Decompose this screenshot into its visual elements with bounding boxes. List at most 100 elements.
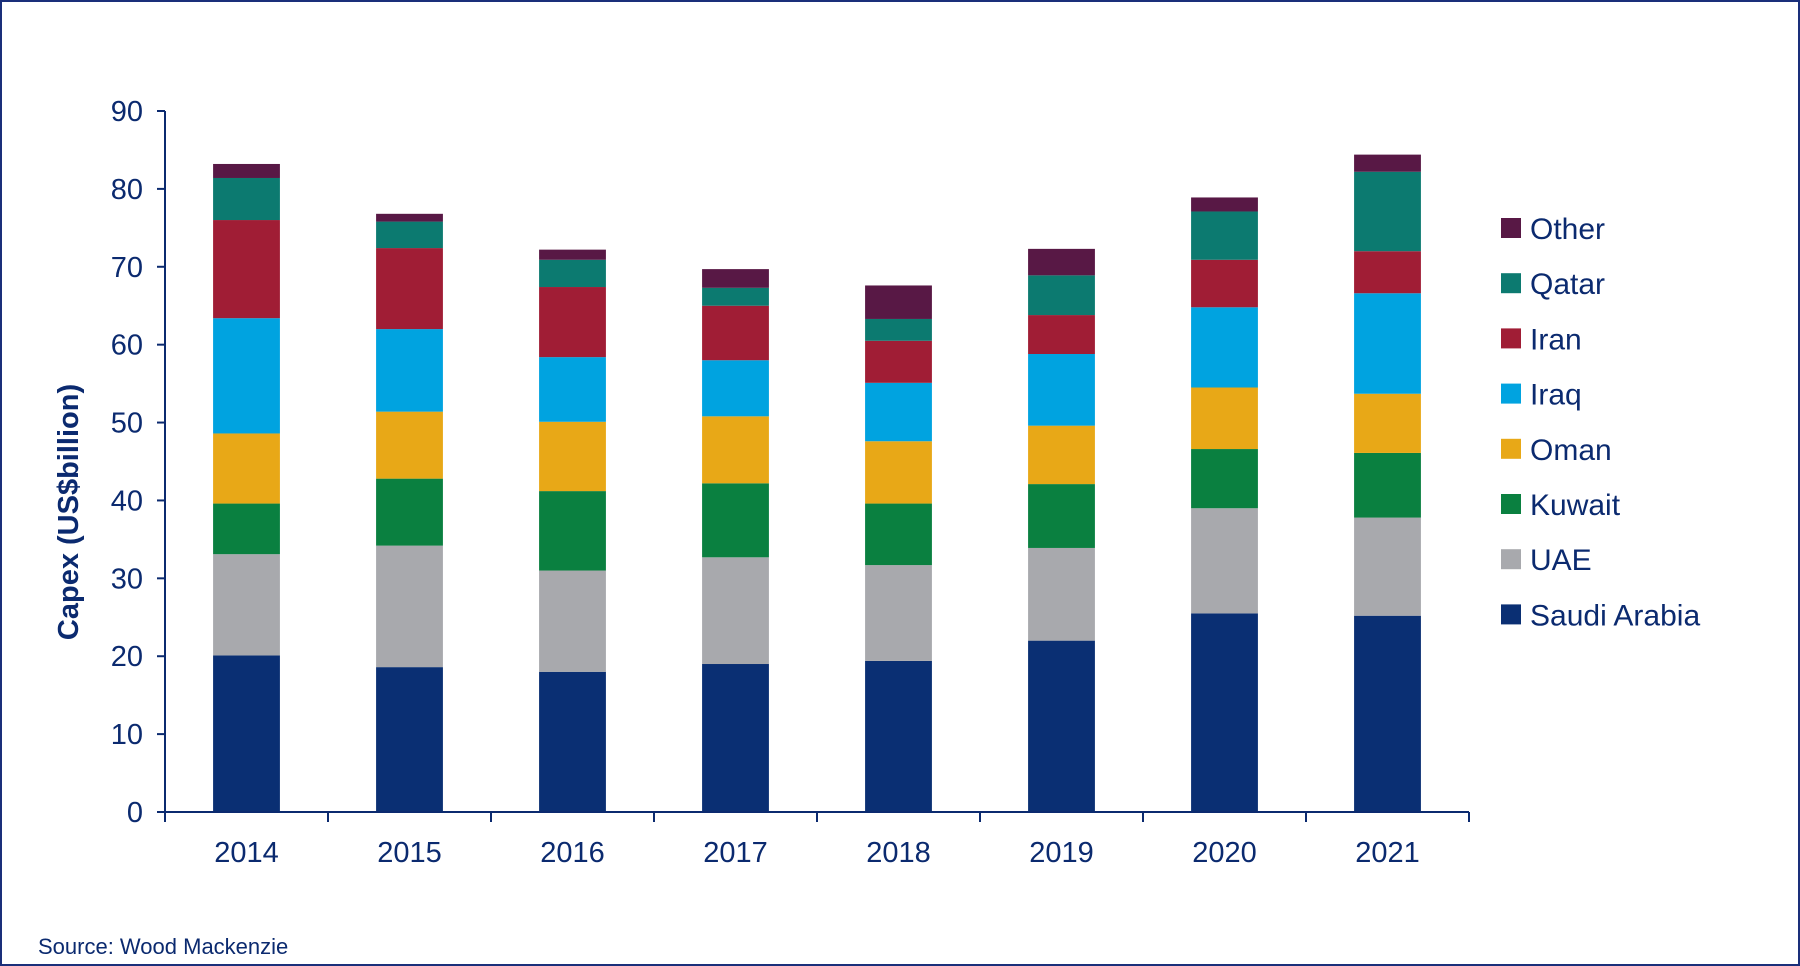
- x-tick-label: 2017: [703, 837, 768, 869]
- bar-uae-2021: [1354, 517, 1421, 616]
- x-tick-label: 2016: [540, 837, 605, 869]
- legend-swatch-oman: [1501, 438, 1521, 459]
- bar-iraq-2017: [702, 360, 769, 417]
- legend-label-oman: Oman: [1530, 434, 1612, 467]
- x-tick-label: 2020: [1192, 837, 1257, 869]
- bar-iraq-2014: [213, 318, 280, 434]
- legend-label-iraq: Iraq: [1530, 379, 1582, 412]
- bar-iraq-2020: [1191, 307, 1258, 388]
- bar-saudi-arabia-2021: [1354, 615, 1421, 812]
- legend-label-other: Other: [1530, 213, 1605, 246]
- x-tick-label: 2014: [214, 837, 279, 869]
- bar-kuwait-2020: [1191, 449, 1258, 509]
- legend-label-qatar: Qatar: [1530, 268, 1605, 301]
- bar-iraq-2015: [376, 329, 443, 412]
- bar-other-2015: [376, 213, 443, 222]
- bar-other-2017: [702, 269, 769, 288]
- bar-kuwait-2015: [376, 478, 443, 546]
- bar-oman-2019: [1028, 425, 1095, 485]
- y-tick-label: 70: [111, 252, 143, 284]
- bar-other-2019: [1028, 248, 1095, 276]
- legend-swatch-qatar: [1501, 273, 1521, 294]
- bar-iraq-2018: [865, 382, 932, 442]
- x-tick-label: 2019: [1029, 837, 1094, 869]
- bar-kuwait-2014: [213, 503, 280, 555]
- bar-uae-2014: [213, 554, 280, 656]
- bar-kuwait-2016: [539, 491, 606, 571]
- bar-qatar-2015: [376, 221, 443, 249]
- y-axis-label: Capex (US$billion): [53, 384, 85, 640]
- bar-iraq-2021: [1354, 293, 1421, 394]
- legend-swatch-uae: [1501, 549, 1521, 570]
- bar-other-2020: [1191, 197, 1258, 212]
- y-tick-label: 0: [127, 797, 143, 829]
- legend-label-kuwait: Kuwait: [1530, 489, 1621, 522]
- bar-saudi-arabia-2017: [702, 664, 769, 812]
- bar-oman-2016: [539, 421, 606, 492]
- bar-oman-2014: [213, 433, 280, 504]
- bar-saudi-arabia-2018: [865, 660, 932, 812]
- bar-qatar-2021: [1354, 171, 1421, 252]
- bar-qatar-2016: [539, 259, 606, 288]
- bar-uae-2020: [1191, 508, 1258, 614]
- legend-label-saudi-arabia: Saudi Arabia: [1530, 599, 1700, 632]
- bar-oman-2018: [865, 441, 932, 504]
- y-tick-label: 40: [111, 485, 143, 517]
- bar-kuwait-2018: [865, 503, 932, 566]
- bar-qatar-2018: [865, 318, 932, 341]
- bar-saudi-arabia-2020: [1191, 613, 1258, 812]
- bar-iran-2021: [1354, 251, 1421, 294]
- bar-kuwait-2017: [702, 483, 769, 558]
- bar-other-2021: [1354, 154, 1421, 172]
- bar-iran-2018: [865, 340, 932, 383]
- bar-oman-2015: [376, 411, 443, 479]
- legend-swatch-kuwait: [1501, 494, 1521, 514]
- legend-swatch-iran: [1501, 328, 1521, 349]
- x-tick-label: 2018: [866, 837, 931, 869]
- bar-saudi-arabia-2014: [213, 655, 280, 812]
- bar-oman-2021: [1354, 393, 1421, 453]
- bar-uae-2016: [539, 570, 606, 672]
- y-tick-label: 90: [111, 96, 143, 128]
- legend-swatch-iraq: [1501, 383, 1521, 404]
- bar-other-2014: [213, 163, 280, 178]
- legend-swatch-saudi-arabia: [1501, 604, 1521, 625]
- x-tick-label: 2015: [377, 837, 442, 869]
- y-tick-label: 20: [111, 641, 143, 673]
- source-note: Source: Wood Mackenzie: [38, 934, 289, 959]
- bar-iran-2019: [1028, 315, 1095, 355]
- y-tick-label: 80: [111, 174, 143, 206]
- bar-iran-2017: [702, 305, 769, 361]
- bar-qatar-2017: [702, 287, 769, 306]
- bar-uae-2015: [376, 545, 443, 668]
- bar-uae-2017: [702, 557, 769, 665]
- bar-iran-2014: [213, 220, 280, 319]
- bar-oman-2017: [702, 416, 769, 484]
- bar-iraq-2016: [539, 357, 606, 422]
- x-tick-label: 2021: [1355, 837, 1420, 869]
- bar-saudi-arabia-2015: [376, 667, 443, 812]
- bar-saudi-arabia-2016: [539, 671, 606, 812]
- legend-label-iran: Iran: [1530, 323, 1582, 356]
- bar-qatar-2014: [213, 177, 280, 221]
- bar-uae-2019: [1028, 547, 1095, 641]
- bar-other-2016: [539, 249, 606, 260]
- legend-swatch-other: [1501, 218, 1521, 238]
- bar-other-2018: [865, 285, 932, 319]
- bar-kuwait-2019: [1028, 484, 1095, 548]
- bar-iran-2016: [539, 287, 606, 358]
- legend-label-uae: UAE: [1530, 544, 1592, 577]
- y-tick-label: 60: [111, 330, 143, 362]
- bar-iran-2015: [376, 248, 443, 330]
- y-tick-label: 30: [111, 563, 143, 595]
- bar-iran-2020: [1191, 259, 1258, 308]
- y-tick-label: 50: [111, 408, 143, 440]
- bar-saudi-arabia-2019: [1028, 640, 1095, 812]
- bar-kuwait-2021: [1354, 452, 1421, 518]
- y-tick-label: 10: [111, 719, 143, 751]
- bar-iraq-2019: [1028, 354, 1095, 426]
- bar-uae-2018: [865, 565, 932, 661]
- bar-qatar-2020: [1191, 211, 1258, 260]
- bar-oman-2020: [1191, 387, 1258, 450]
